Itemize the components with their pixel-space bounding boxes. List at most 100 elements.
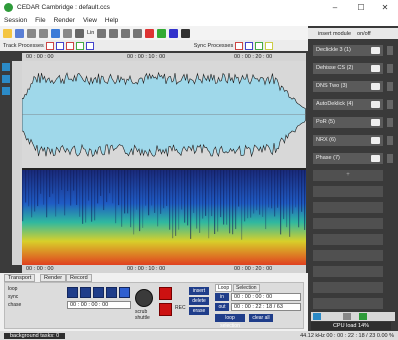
empty-slot[interactable] xyxy=(313,282,383,293)
zoom-tool-icon[interactable] xyxy=(75,28,84,38)
redo-icon[interactable] xyxy=(39,28,48,38)
menu-session[interactable]: Session xyxy=(4,17,28,24)
undo-icon[interactable] xyxy=(27,28,36,38)
module-menu-icon[interactable] xyxy=(387,100,393,109)
record-arm-button[interactable] xyxy=(159,303,172,316)
loop-in-time[interactable]: 00 : 00 : 00 : 00 xyxy=(231,293,301,301)
sync-process-1[interactable] xyxy=(235,41,244,50)
clear-all-button[interactable]: clear all xyxy=(249,314,273,322)
open-icon[interactable] xyxy=(3,28,12,38)
module-slot-6[interactable]: NRX (6) xyxy=(313,135,383,146)
tab-loop[interactable]: Loop xyxy=(215,284,233,292)
rack-play-icon[interactable] xyxy=(359,313,367,320)
marker-blue-icon[interactable] xyxy=(169,28,179,38)
save-icon[interactable] xyxy=(15,28,24,38)
tab-selection[interactable]: Selection xyxy=(233,284,260,292)
module-menu-icon[interactable] xyxy=(387,82,393,91)
module-menu-icon[interactable] xyxy=(387,46,393,55)
insert-button[interactable]: insert xyxy=(189,287,209,295)
on-off-label[interactable]: on/off xyxy=(357,30,371,37)
loop-out-time[interactable]: 00 : 00 : 22 : 18 / 63 xyxy=(231,303,301,311)
zoom-out-icon[interactable] xyxy=(109,28,119,38)
module-slot-4[interactable]: AutoDeklick (4) xyxy=(313,99,383,110)
loop-selection-button[interactable]: loop selection xyxy=(215,314,245,329)
empty-slot[interactable] xyxy=(313,298,383,309)
option-chase[interactable]: chase xyxy=(8,302,22,308)
track-process-5[interactable] xyxy=(85,41,94,50)
module-slot-7[interactable]: Phase (7) xyxy=(313,153,383,164)
sync-process-4[interactable] xyxy=(265,41,274,50)
module-toggle[interactable] xyxy=(371,65,380,72)
spectrogram-display[interactable] xyxy=(22,170,306,265)
hand-tool-icon[interactable] xyxy=(63,28,72,38)
menu-render[interactable]: Render xyxy=(53,17,75,24)
erase-button[interactable]: erase xyxy=(189,307,209,315)
menu-help[interactable]: Help xyxy=(104,17,119,24)
maximize-button[interactable]: ☐ xyxy=(357,3,365,12)
loop-out-button[interactable]: out xyxy=(215,303,229,311)
sync-process-2[interactable] xyxy=(245,41,254,50)
empty-slot[interactable] xyxy=(313,250,383,261)
module-menu-icon[interactable] xyxy=(387,64,393,73)
module-slot-5[interactable]: PoR (5) xyxy=(313,117,383,128)
track-process-2[interactable] xyxy=(55,41,64,50)
module-toggle[interactable] xyxy=(371,155,380,162)
empty-slot[interactable] xyxy=(313,202,383,213)
add-module-slot[interactable]: + xyxy=(313,170,383,181)
waveform-display[interactable] xyxy=(22,61,306,168)
module-toggle[interactable] xyxy=(371,83,380,90)
transport-position[interactable]: 00 : 00 : 00 : 00 xyxy=(67,301,131,309)
module-toggle[interactable] xyxy=(371,101,380,108)
tab-record[interactable]: Record xyxy=(66,274,92,282)
marker-red-icon[interactable] xyxy=(145,28,155,38)
option-sync[interactable]: sync xyxy=(8,294,19,300)
empty-slot[interactable] xyxy=(313,266,383,277)
track-a-icon[interactable] xyxy=(2,63,10,71)
empty-slot[interactable] xyxy=(313,234,383,245)
module-slot-1[interactable]: Declickle 3 (1) xyxy=(313,45,383,56)
loop-in-button[interactable]: in xyxy=(215,293,229,301)
delete-button[interactable]: delete xyxy=(189,297,209,305)
insert-module-label[interactable]: insert module xyxy=(318,30,352,37)
scale-select[interactable]: Lin xyxy=(87,30,95,36)
module-slot-2[interactable]: Dehisse CS (2) xyxy=(313,63,383,74)
pause-button[interactable] xyxy=(119,287,130,298)
zoom-in-icon[interactable] xyxy=(97,28,107,38)
track-process-4[interactable] xyxy=(75,41,84,50)
zoom-fit-icon[interactable] xyxy=(121,28,131,38)
rack-settings-icon[interactable] xyxy=(343,313,351,320)
module-toggle[interactable] xyxy=(371,47,380,54)
tab-render[interactable]: Render xyxy=(40,274,67,282)
scrub-knob[interactable] xyxy=(135,289,153,307)
marker-green-icon[interactable] xyxy=(157,28,167,38)
module-menu-icon[interactable] xyxy=(387,118,393,127)
module-slot-3[interactable]: DNS Two (3) xyxy=(313,81,383,92)
zoom-selection-icon[interactable] xyxy=(133,28,143,38)
rack-monitor-icon[interactable] xyxy=(313,313,321,320)
timeline-top[interactable]: 00 : 00 : 00 00 : 00 : 10 : 00 00 : 00 :… xyxy=(22,53,306,61)
menu-view[interactable]: View xyxy=(82,17,97,24)
stop-button[interactable] xyxy=(80,287,91,298)
empty-slot[interactable] xyxy=(313,218,383,229)
track-c-icon[interactable] xyxy=(2,87,10,95)
close-button[interactable]: ✕ xyxy=(381,3,389,12)
option-loop[interactable]: loop xyxy=(8,286,18,292)
minimize-button[interactable]: – xyxy=(332,3,338,12)
forward-button[interactable] xyxy=(106,287,117,298)
record-button[interactable] xyxy=(159,287,172,300)
select-tool-icon[interactable] xyxy=(51,28,60,38)
menu-file[interactable]: File xyxy=(35,17,46,24)
module-menu-icon[interactable] xyxy=(387,154,393,163)
module-menu-icon[interactable] xyxy=(387,136,393,145)
module-toggle[interactable] xyxy=(371,119,380,126)
track-process-1[interactable] xyxy=(45,41,54,50)
marker-black-icon[interactable] xyxy=(181,28,191,38)
tab-transport[interactable]: Transport xyxy=(4,274,36,282)
play-button[interactable] xyxy=(93,287,104,298)
track-process-3[interactable] xyxy=(65,41,74,50)
module-toggle[interactable] xyxy=(371,137,380,144)
track-b-icon[interactable] xyxy=(2,75,10,83)
timeline-bottom[interactable]: 00 : 00 : 00 00 : 00 : 10 : 00 00 : 00 :… xyxy=(22,265,306,273)
empty-slot[interactable] xyxy=(313,186,383,197)
sync-process-3[interactable] xyxy=(255,41,264,50)
